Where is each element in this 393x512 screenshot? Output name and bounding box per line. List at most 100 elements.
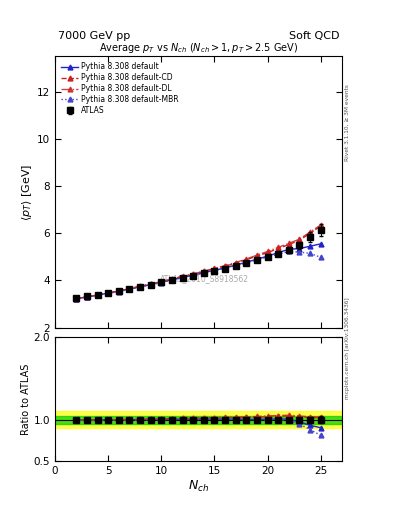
- Pythia 8.308 default-DL: [95, 292, 100, 298]
- Pythia 8.308 default: [169, 276, 174, 283]
- Pythia 8.308 default-DL: [84, 294, 89, 300]
- Pythia 8.308 default-DL: [180, 273, 185, 280]
- Pythia 8.308 default-CD: [191, 271, 195, 277]
- Pythia 8.308 default-CD: [127, 286, 132, 292]
- Y-axis label: $\langle p_T \rangle$ [GeV]: $\langle p_T \rangle$ [GeV]: [20, 163, 34, 221]
- Pythia 8.308 default: [308, 243, 312, 249]
- Pythia 8.308 default-DL: [202, 268, 206, 274]
- Pythia 8.308 default: [116, 288, 121, 294]
- Pythia 8.308 default-MBR: [95, 292, 100, 298]
- Pythia 8.308 default-CD: [148, 281, 153, 287]
- Pythia 8.308 default-MBR: [244, 260, 249, 266]
- Pythia 8.308 default-CD: [308, 230, 312, 237]
- Pythia 8.308 default-DL: [318, 222, 323, 228]
- Pythia 8.308 default: [106, 290, 110, 296]
- Pythia 8.308 default: [127, 286, 132, 292]
- Pythia 8.308 default-MBR: [308, 250, 312, 257]
- Pythia 8.308 default-DL: [116, 288, 121, 294]
- Pythia 8.308 default-DL: [191, 271, 195, 277]
- Pythia 8.308 default-MBR: [180, 275, 185, 281]
- Pythia 8.308 default: [318, 241, 323, 247]
- Pythia 8.308 default-MBR: [84, 294, 89, 300]
- Pythia 8.308 default-DL: [297, 236, 302, 242]
- Pythia 8.308 default-MBR: [212, 267, 217, 273]
- Pythia 8.308 default-CD: [180, 273, 185, 280]
- Text: 7000 GeV pp: 7000 GeV pp: [58, 31, 130, 41]
- Pythia 8.308 default-CD: [106, 290, 110, 296]
- Pythia 8.308 default: [244, 259, 249, 265]
- Bar: [55, 416, 342, 424]
- Text: ATLAS_2010_S8918562: ATLAS_2010_S8918562: [160, 274, 249, 283]
- Pythia 8.308 default-MBR: [265, 254, 270, 260]
- Pythia 8.308 default-MBR: [138, 284, 142, 290]
- Pythia 8.308 default-DL: [212, 265, 217, 271]
- Pythia 8.308 default: [265, 253, 270, 259]
- Pythia 8.308 default-DL: [276, 244, 281, 250]
- Pythia 8.308 default-MBR: [233, 263, 238, 269]
- Pythia 8.308 default: [286, 246, 291, 252]
- Pythia 8.308 default-DL: [74, 295, 79, 302]
- Pythia 8.308 default-CD: [265, 249, 270, 255]
- Pythia 8.308 default-CD: [116, 288, 121, 294]
- Bar: [55, 412, 342, 428]
- Pythia 8.308 default-CD: [84, 294, 89, 300]
- Pythia 8.308 default-MBR: [191, 272, 195, 279]
- Pythia 8.308 default-MBR: [318, 254, 323, 261]
- Pythia 8.308 default-MBR: [286, 248, 291, 254]
- Text: mcplots.cern.ch [arXiv:1306.3436]: mcplots.cern.ch [arXiv:1306.3436]: [345, 297, 350, 399]
- Pythia 8.308 default: [159, 279, 163, 285]
- Pythia 8.308 default-MBR: [276, 251, 281, 258]
- Pythia 8.308 default-CD: [138, 283, 142, 289]
- Pythia 8.308 default-MBR: [148, 282, 153, 288]
- Text: Rivet 3.1.10, ≥ 3M events: Rivet 3.1.10, ≥ 3M events: [345, 84, 350, 161]
- Pythia 8.308 default-DL: [308, 229, 312, 235]
- Pythia 8.308 default-MBR: [223, 265, 228, 271]
- Pythia 8.308 default-MBR: [159, 280, 163, 286]
- Title: Average $p_T$ vs $N_{ch}$ ($N_{ch} > 1, p_T > 2.5$ GeV): Average $p_T$ vs $N_{ch}$ ($N_{ch} > 1, …: [99, 41, 298, 55]
- Text: Soft QCD: Soft QCD: [288, 31, 339, 41]
- X-axis label: $N_{ch}$: $N_{ch}$: [188, 478, 209, 494]
- Pythia 8.308 default: [95, 292, 100, 298]
- Pythia 8.308 default-CD: [255, 253, 259, 259]
- Pythia 8.308 default-DL: [233, 260, 238, 266]
- Pythia 8.308 default-DL: [223, 263, 228, 269]
- Pythia 8.308 default: [223, 265, 228, 271]
- Pythia 8.308 default-MBR: [297, 249, 302, 255]
- Pythia 8.308 default-CD: [276, 246, 281, 252]
- Pythia 8.308 default-MBR: [255, 257, 259, 263]
- Pythia 8.308 default-CD: [74, 295, 79, 302]
- Pythia 8.308 default: [74, 295, 79, 302]
- Pythia 8.308 default-DL: [127, 286, 132, 292]
- Pythia 8.308 default-DL: [169, 276, 174, 282]
- Pythia 8.308 default-MBR: [202, 270, 206, 276]
- Pythia 8.308 default-CD: [318, 223, 323, 229]
- Pythia 8.308 default-DL: [159, 279, 163, 285]
- Pythia 8.308 default: [202, 270, 206, 276]
- Pythia 8.308 default: [138, 284, 142, 290]
- Pythia 8.308 default-MBR: [169, 277, 174, 283]
- Pythia 8.308 default-CD: [159, 279, 163, 285]
- Pythia 8.308 default-CD: [233, 260, 238, 266]
- Pythia 8.308 default: [180, 274, 185, 281]
- Pythia 8.308 default-CD: [297, 237, 302, 243]
- Pythia 8.308 default: [233, 262, 238, 268]
- Pythia 8.308 default: [297, 246, 302, 252]
- Pythia 8.308 default-CD: [202, 268, 206, 274]
- Pythia 8.308 default-DL: [148, 281, 153, 287]
- Legend: Pythia 8.308 default, Pythia 8.308 default-CD, Pythia 8.308 default-DL, Pythia 8: Pythia 8.308 default, Pythia 8.308 defau…: [59, 60, 181, 117]
- Pythia 8.308 default-DL: [244, 256, 249, 262]
- Pythia 8.308 default-CD: [212, 266, 217, 272]
- Pythia 8.308 default-DL: [255, 252, 259, 258]
- Pythia 8.308 default-DL: [286, 240, 291, 246]
- Pythia 8.308 default-DL: [265, 248, 270, 254]
- Pythia 8.308 default-MBR: [127, 286, 132, 292]
- Line: Pythia 8.308 default-MBR: Pythia 8.308 default-MBR: [74, 249, 323, 301]
- Pythia 8.308 default: [148, 282, 153, 288]
- Y-axis label: Ratio to ATLAS: Ratio to ATLAS: [21, 364, 31, 435]
- Pythia 8.308 default-CD: [169, 276, 174, 282]
- Pythia 8.308 default-MBR: [116, 288, 121, 294]
- Pythia 8.308 default-CD: [95, 292, 100, 298]
- Pythia 8.308 default-CD: [286, 242, 291, 248]
- Pythia 8.308 default: [84, 294, 89, 300]
- Pythia 8.308 default-CD: [223, 263, 228, 269]
